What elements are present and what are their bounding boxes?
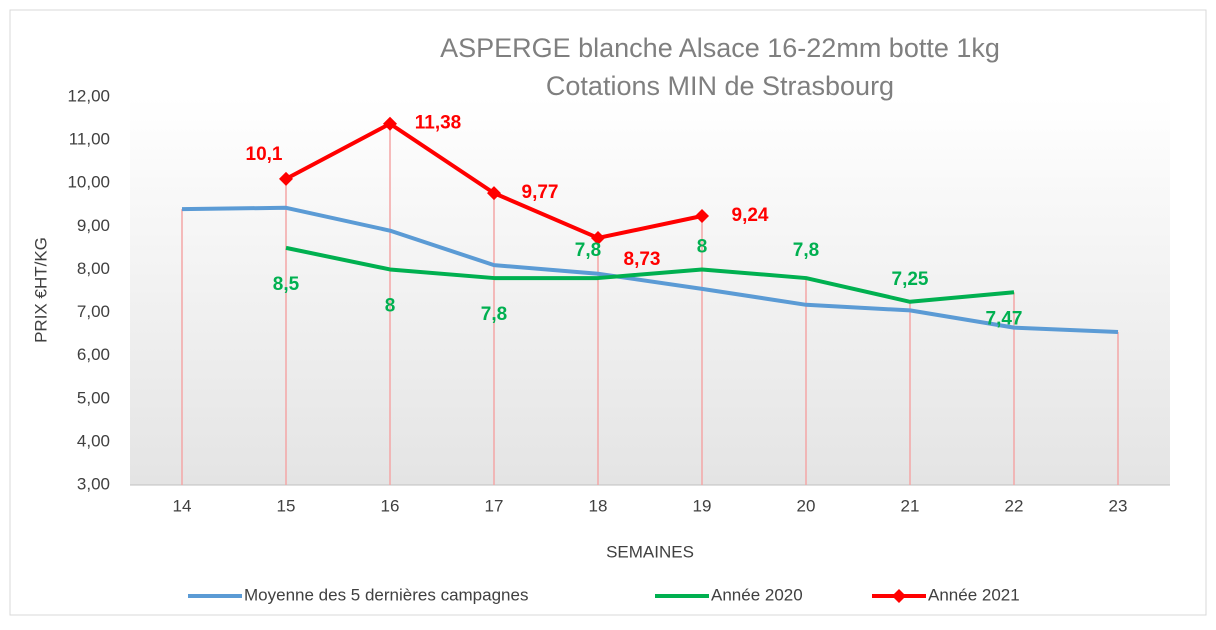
point-marker (487, 186, 501, 201)
y-tick-label: 7,00 (77, 302, 110, 321)
x-tick-label: 16 (381, 496, 400, 515)
y-tick-label: 8,00 (77, 259, 110, 278)
data-label: 7,8 (793, 240, 819, 261)
point-marker (695, 208, 709, 223)
y-tick-label: 12,00 (67, 86, 110, 105)
x-tick-label: 14 (173, 496, 192, 515)
x-tick-label: 17 (485, 496, 504, 515)
x-tick-label: 18 (589, 496, 608, 515)
data-label: 9,24 (732, 205, 769, 226)
x-tick-label: 20 (797, 496, 816, 515)
legend-label: Moyenne des 5 dernières campagnes (244, 585, 528, 604)
plot-area (130, 97, 1170, 485)
legend-marker (892, 589, 906, 603)
data-label: 8,73 (624, 249, 661, 270)
point-marker (279, 171, 293, 186)
data-label: 8 (385, 295, 396, 316)
x-tick-label: 15 (277, 496, 296, 515)
legend-label: Année 2020 (711, 585, 803, 604)
chart-title: ASPERGE blanche Alsace 16-22mm botte 1kg (440, 33, 1000, 63)
y-tick-label: 3,00 (77, 474, 110, 493)
x-tick-label: 22 (1005, 496, 1024, 515)
x-tick-label: 21 (901, 496, 920, 515)
y-tick-label: 6,00 (77, 345, 110, 364)
chart-subtitle: Cotations MIN de Strasbourg (546, 71, 894, 101)
x-tick-label: 23 (1109, 496, 1128, 515)
x-axis-title: SEMAINES (606, 542, 694, 561)
y-tick-label: 5,00 (77, 388, 110, 407)
data-label: 9,77 (522, 182, 559, 203)
y-tick-label: 10,00 (67, 173, 110, 192)
data-label: 10,1 (246, 144, 283, 165)
y-axis-title: PRIX €HT/KG (31, 237, 50, 343)
data-label: 8 (697, 236, 708, 257)
y-tick-label: 4,00 (77, 431, 110, 450)
legend-label: Année 2021 (928, 585, 1020, 604)
x-tick-label: 19 (693, 496, 712, 515)
data-label: 7,47 (986, 308, 1023, 329)
data-label: 11,38 (415, 113, 462, 134)
data-label: 7,8 (481, 304, 507, 325)
y-tick-label: 9,00 (77, 216, 110, 235)
series-line (285, 245, 1015, 304)
y-tick-label: 11,00 (69, 130, 110, 149)
data-label: 7,8 (575, 240, 601, 261)
data-label: 8,5 (273, 274, 300, 295)
series-line (181, 205, 1119, 334)
data-label: 7,25 (892, 269, 929, 290)
point-marker (383, 116, 397, 131)
point-marker (591, 230, 605, 245)
